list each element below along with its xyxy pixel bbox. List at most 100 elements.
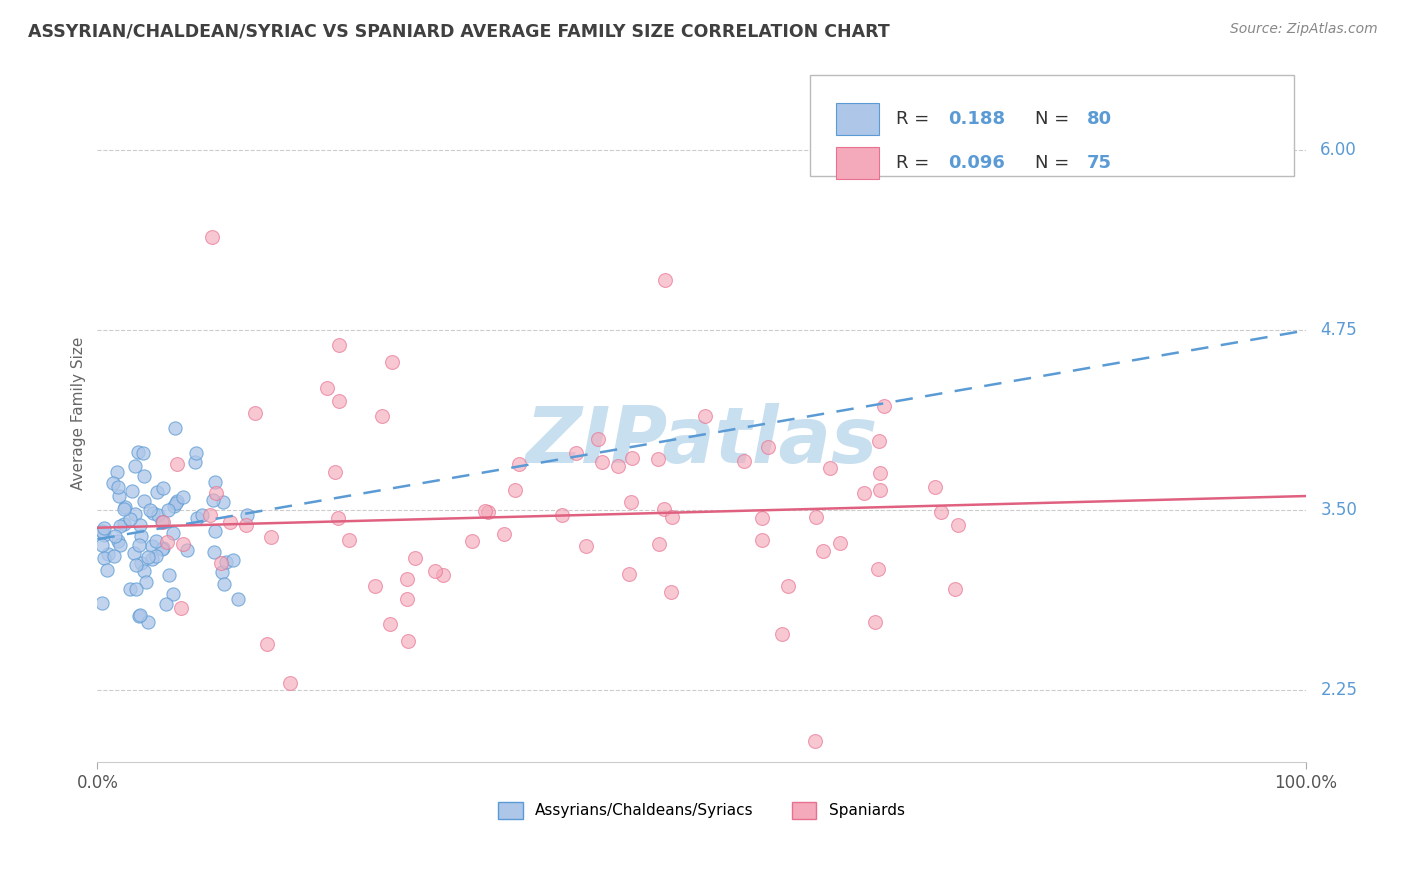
Text: 0.188: 0.188 <box>948 110 1005 128</box>
Point <box>155 597 177 611</box>
Text: Source: ZipAtlas.com: Source: ZipAtlas.com <box>1230 22 1378 37</box>
Point <box>606 459 628 474</box>
Point <box>212 576 235 591</box>
Point <box>176 543 198 558</box>
Point <box>136 615 159 629</box>
Point <box>693 409 716 423</box>
Text: 2.25: 2.25 <box>1320 681 1357 699</box>
Point <box>91 524 114 538</box>
Point <box>101 476 124 491</box>
Point <box>647 452 669 467</box>
Point <box>134 494 156 508</box>
Point <box>103 549 125 563</box>
Point <box>460 534 482 549</box>
Point <box>588 433 610 447</box>
Point <box>128 607 150 622</box>
Point <box>575 540 598 554</box>
Point <box>156 534 179 549</box>
Point <box>236 508 259 523</box>
Point <box>91 596 114 610</box>
Text: 6.00: 6.00 <box>1320 142 1357 160</box>
Point <box>91 538 114 552</box>
Point <box>219 515 242 529</box>
Text: 4.75: 4.75 <box>1320 321 1357 340</box>
Point <box>118 512 141 526</box>
Point <box>868 434 890 449</box>
Point <box>163 499 186 513</box>
Point <box>124 507 146 521</box>
Point <box>131 556 153 570</box>
Point <box>108 489 131 503</box>
Point <box>156 502 179 516</box>
Legend: Assyrians/Chaldeans/Syriacs, Spaniards: Assyrians/Chaldeans/Syriacs, Spaniards <box>492 796 911 824</box>
Point <box>124 582 146 597</box>
Point <box>146 485 169 500</box>
Point <box>112 502 135 516</box>
Point <box>172 537 194 551</box>
Point <box>756 440 779 454</box>
Point <box>191 508 214 522</box>
Point <box>316 381 339 395</box>
Point <box>107 480 129 494</box>
Point <box>503 483 526 497</box>
Point <box>128 517 150 532</box>
Point <box>114 500 136 514</box>
Point <box>128 538 150 552</box>
Point <box>751 533 773 547</box>
Point <box>828 536 851 550</box>
Point <box>256 637 278 651</box>
Point <box>243 406 266 420</box>
Point <box>654 273 676 287</box>
Point <box>211 565 233 579</box>
Point <box>378 616 401 631</box>
Point <box>325 465 347 479</box>
Text: 75: 75 <box>1087 154 1112 172</box>
Point <box>508 458 530 472</box>
Text: 0.096: 0.096 <box>948 154 1005 172</box>
Point <box>260 530 283 544</box>
FancyBboxPatch shape <box>835 147 879 179</box>
Point <box>770 626 793 640</box>
Point <box>818 460 841 475</box>
Point <box>152 481 174 495</box>
Point <box>652 501 675 516</box>
Point <box>148 508 170 522</box>
Point <box>381 355 404 369</box>
Point <box>474 504 496 518</box>
Point <box>477 505 499 519</box>
Point <box>141 539 163 553</box>
Point <box>209 556 232 570</box>
FancyBboxPatch shape <box>810 75 1294 176</box>
Point <box>423 564 446 578</box>
Point <box>165 421 187 435</box>
Point <box>863 615 886 630</box>
Point <box>924 480 946 494</box>
Point <box>869 467 891 481</box>
Point <box>200 508 222 523</box>
Point <box>564 446 586 460</box>
Text: R =: R = <box>896 110 935 128</box>
Point <box>108 519 131 533</box>
Point <box>813 543 835 558</box>
Point <box>215 555 238 569</box>
Point <box>107 534 129 549</box>
Point <box>166 494 188 508</box>
Point <box>136 549 159 564</box>
Point <box>134 564 156 578</box>
Point <box>617 566 640 581</box>
Point <box>150 541 173 556</box>
Point <box>212 495 235 509</box>
Point <box>152 541 174 555</box>
Point <box>647 537 669 551</box>
Point <box>221 553 243 567</box>
Point <box>121 483 143 498</box>
Point <box>620 495 643 509</box>
Point <box>96 547 118 561</box>
Point <box>166 458 188 472</box>
Text: R =: R = <box>896 154 935 172</box>
Point <box>751 511 773 525</box>
Point <box>152 516 174 530</box>
Point <box>127 444 149 458</box>
Point <box>157 567 180 582</box>
Point <box>129 528 152 542</box>
